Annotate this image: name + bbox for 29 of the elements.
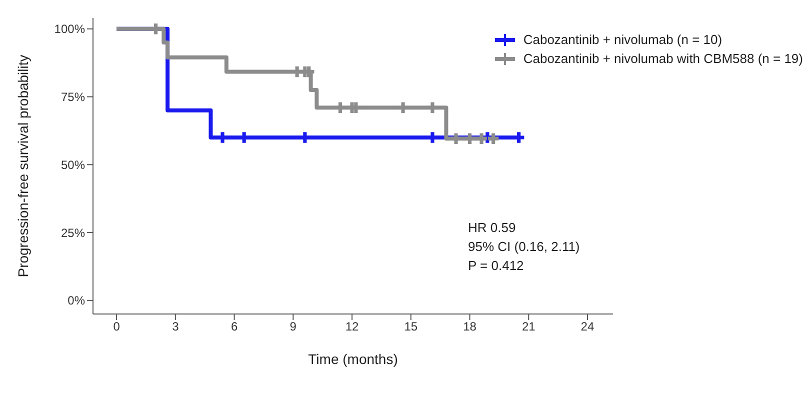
x-tick-label: 9 [290, 320, 297, 334]
point [427, 102, 438, 113]
x-tick-label: 18 [463, 320, 477, 334]
point [150, 23, 162, 34]
x-axis-title: Time (months) [308, 351, 398, 367]
x-tick-label: 12 [345, 320, 360, 334]
y-tick-label: 50% [60, 158, 86, 172]
point [464, 133, 476, 144]
y-axis-title: Progression-free survival probability [14, 54, 31, 278]
annotation: 95% CI (0.16, 2.11) [468, 238, 580, 256]
legend-label: Cabozantinib + nivolumab (n = 10) [523, 32, 722, 47]
annotation: P = 0.412 [468, 257, 525, 275]
point [450, 133, 462, 144]
x-tick-label: 0 [113, 320, 120, 334]
y-tick-label: 100% [54, 22, 86, 36]
annotation: HR 0.59 [468, 219, 517, 237]
x-tick-label: 3 [172, 320, 180, 334]
y-tick-label: 75% [60, 90, 86, 104]
point [334, 102, 346, 113]
x-tick-label: 21 [522, 320, 536, 334]
point [476, 133, 487, 144]
point [398, 102, 408, 113]
x-tick-label: 6 [230, 320, 238, 334]
y-tick-label: 0% [68, 294, 86, 308]
point [488, 133, 499, 144]
x-tick-label: 15 [404, 320, 418, 334]
legend-label: Cabozantinib + nivolumab with CBM588 (n = 19) [523, 51, 803, 66]
x-tick-label: 24 [580, 320, 594, 334]
y-tick-label: 25% [60, 226, 86, 240]
